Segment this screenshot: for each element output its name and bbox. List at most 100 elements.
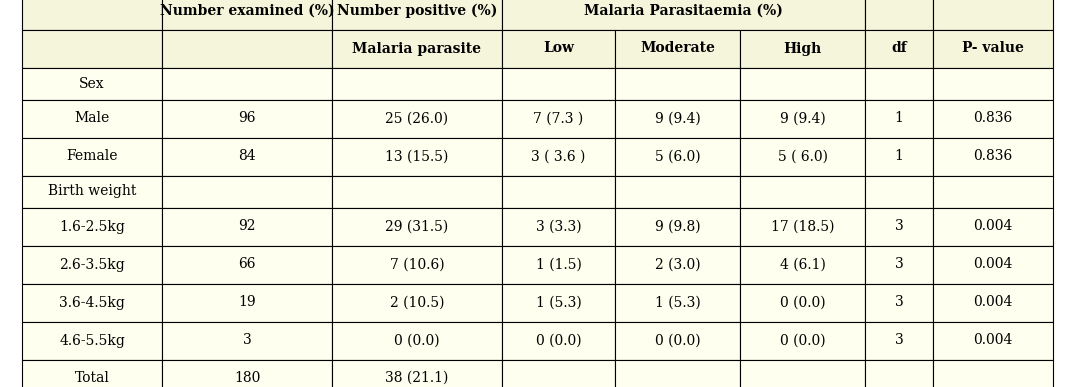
Bar <box>615 67 740 99</box>
Text: 9 (9.4): 9 (9.4) <box>779 111 826 125</box>
Text: 2 (10.5): 2 (10.5) <box>390 296 444 310</box>
Bar <box>162 284 332 322</box>
Text: 5 ( 6.0): 5 ( 6.0) <box>777 149 828 163</box>
Text: 1 (5.3): 1 (5.3) <box>535 296 582 310</box>
Bar <box>865 99 933 137</box>
Bar <box>332 360 502 387</box>
Bar <box>502 245 615 284</box>
Text: 0.004: 0.004 <box>973 257 1013 272</box>
Bar <box>865 207 933 245</box>
Bar <box>22 175 162 207</box>
Bar <box>615 207 740 245</box>
Bar <box>502 99 615 137</box>
Text: 96: 96 <box>239 111 256 125</box>
Text: 29 (31.5): 29 (31.5) <box>385 219 448 233</box>
Text: 0 (0.0): 0 (0.0) <box>655 334 700 348</box>
Text: 0.004: 0.004 <box>973 296 1013 310</box>
Bar <box>332 29 502 67</box>
Bar <box>502 360 615 387</box>
Bar <box>615 137 740 175</box>
Bar <box>22 137 162 175</box>
Bar <box>933 360 1054 387</box>
Bar <box>933 175 1054 207</box>
Bar <box>502 207 615 245</box>
Text: 3: 3 <box>243 334 252 348</box>
Bar <box>162 67 332 99</box>
Text: 3: 3 <box>894 334 903 348</box>
Bar <box>740 245 865 284</box>
Text: 0.004: 0.004 <box>973 219 1013 233</box>
Bar <box>502 322 615 360</box>
Text: 3: 3 <box>894 296 903 310</box>
Text: 5 (6.0): 5 (6.0) <box>655 149 700 163</box>
Bar <box>933 245 1054 284</box>
Bar <box>740 207 865 245</box>
Bar <box>865 29 933 67</box>
Bar <box>332 99 502 137</box>
Bar <box>933 67 1054 99</box>
Text: 38 (21.1): 38 (21.1) <box>385 370 448 385</box>
Text: 3.6-4.5kg: 3.6-4.5kg <box>59 296 125 310</box>
Text: 17 (18.5): 17 (18.5) <box>771 219 834 233</box>
Text: 0 (0.0): 0 (0.0) <box>779 296 826 310</box>
Bar <box>162 29 332 67</box>
Text: 84: 84 <box>239 149 256 163</box>
Text: 7 (10.6): 7 (10.6) <box>390 257 444 272</box>
Text: 3: 3 <box>894 257 903 272</box>
Text: 13 (15.5): 13 (15.5) <box>385 149 448 163</box>
Text: 1: 1 <box>894 149 903 163</box>
Bar <box>332 137 502 175</box>
Bar <box>162 175 332 207</box>
Bar <box>22 245 162 284</box>
Bar <box>865 0 933 29</box>
Text: 1 (1.5): 1 (1.5) <box>535 257 582 272</box>
Bar <box>615 284 740 322</box>
Text: 66: 66 <box>239 257 256 272</box>
Text: 25 (26.0): 25 (26.0) <box>386 111 448 125</box>
Text: 92: 92 <box>239 219 256 233</box>
Bar <box>502 137 615 175</box>
Bar <box>332 322 502 360</box>
Bar <box>332 245 502 284</box>
Text: 0 (0.0): 0 (0.0) <box>535 334 582 348</box>
Bar <box>22 322 162 360</box>
Bar <box>22 207 162 245</box>
Bar <box>22 99 162 137</box>
Bar <box>162 360 332 387</box>
Bar <box>933 137 1054 175</box>
Text: 1 (5.3): 1 (5.3) <box>655 296 701 310</box>
Text: 0 (0.0): 0 (0.0) <box>779 334 826 348</box>
Text: Birth weight: Birth weight <box>47 185 137 199</box>
Text: 4 (6.1): 4 (6.1) <box>779 257 826 272</box>
Bar <box>502 175 615 207</box>
Bar <box>933 99 1054 137</box>
Text: 0 (0.0): 0 (0.0) <box>395 334 440 348</box>
Bar <box>162 0 332 29</box>
Text: 3: 3 <box>894 219 903 233</box>
Bar <box>615 99 740 137</box>
Bar <box>502 0 865 29</box>
Bar <box>615 245 740 284</box>
Bar <box>740 284 865 322</box>
Text: 2.6-3.5kg: 2.6-3.5kg <box>59 257 125 272</box>
Bar <box>615 322 740 360</box>
Bar <box>865 245 933 284</box>
Bar <box>502 29 615 67</box>
Bar <box>933 29 1054 67</box>
Bar <box>332 67 502 99</box>
Text: 0.004: 0.004 <box>973 334 1013 348</box>
Text: Number examined (%): Number examined (%) <box>160 3 334 17</box>
Text: 1.6-2.5kg: 1.6-2.5kg <box>59 219 125 233</box>
Text: df: df <box>891 41 907 55</box>
Bar <box>22 0 162 29</box>
Bar <box>22 29 162 67</box>
Text: 9 (9.8): 9 (9.8) <box>655 219 700 233</box>
Bar <box>740 67 865 99</box>
Text: 4.6-5.5kg: 4.6-5.5kg <box>59 334 125 348</box>
Text: Female: Female <box>67 149 118 163</box>
Text: 19: 19 <box>239 296 256 310</box>
Text: 3 ( 3.6 ): 3 ( 3.6 ) <box>531 149 586 163</box>
Bar <box>865 67 933 99</box>
Bar <box>502 284 615 322</box>
Bar <box>332 0 502 29</box>
